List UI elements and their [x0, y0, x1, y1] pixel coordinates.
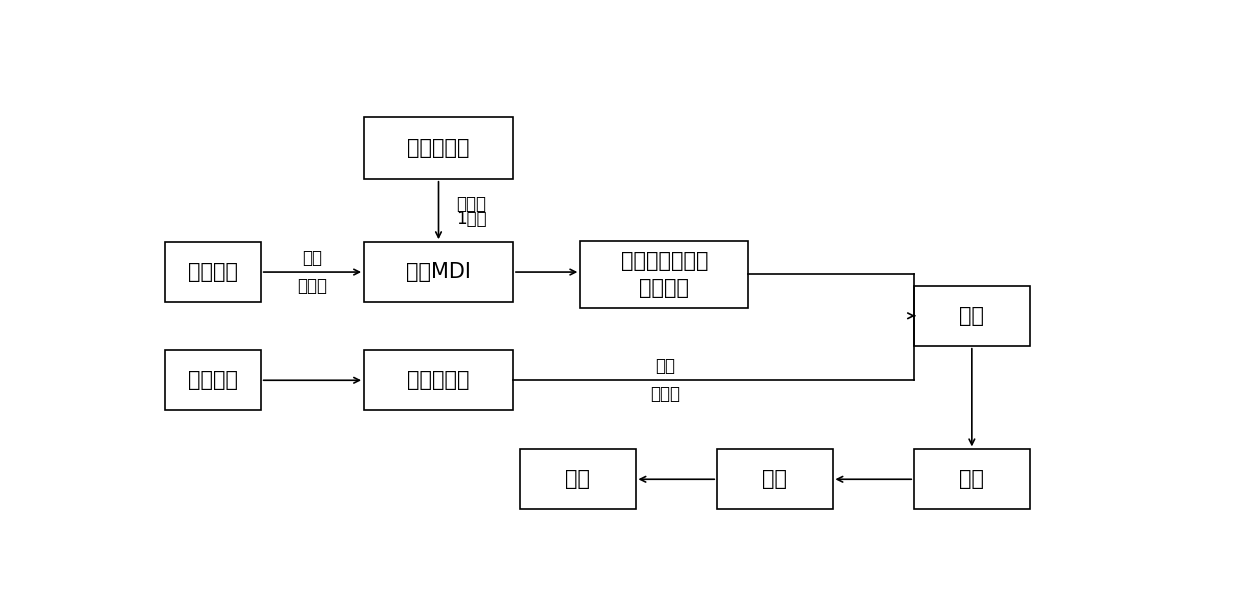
FancyBboxPatch shape — [717, 449, 832, 509]
Text: 浇铸: 浇铸 — [960, 469, 985, 489]
Text: 抽真空: 抽真空 — [651, 385, 681, 403]
Text: 熔融: 熔融 — [656, 358, 676, 376]
Text: 脱模: 脱模 — [565, 469, 590, 489]
Text: 加入催化剂: 加入催化剂 — [407, 370, 470, 390]
Text: 聚醚多元醇: 聚醚多元醇 — [407, 138, 470, 158]
Text: 己内酰胺: 己内酰胺 — [187, 262, 238, 282]
FancyBboxPatch shape — [914, 449, 1029, 509]
FancyBboxPatch shape — [165, 242, 260, 302]
Text: 己内酰胺: 己内酰胺 — [187, 370, 238, 390]
FancyBboxPatch shape — [521, 449, 635, 509]
FancyBboxPatch shape — [365, 117, 513, 179]
Text: 混合: 混合 — [960, 306, 985, 326]
FancyBboxPatch shape — [365, 350, 513, 410]
Text: 熔融: 熔融 — [303, 249, 322, 267]
Text: 抽真空: 抽真空 — [456, 194, 486, 212]
FancyBboxPatch shape — [165, 350, 260, 410]
FancyBboxPatch shape — [914, 286, 1029, 346]
Text: 抽真空: 抽真空 — [298, 277, 327, 295]
Text: 1小时: 1小时 — [456, 210, 486, 228]
Text: 加入干燥后的固
体润滑剂: 加入干燥后的固 体润滑剂 — [620, 251, 708, 298]
Text: 冷却: 冷却 — [763, 469, 787, 489]
FancyBboxPatch shape — [365, 242, 513, 302]
FancyBboxPatch shape — [580, 241, 749, 308]
Text: 加入MDI: 加入MDI — [405, 262, 471, 282]
